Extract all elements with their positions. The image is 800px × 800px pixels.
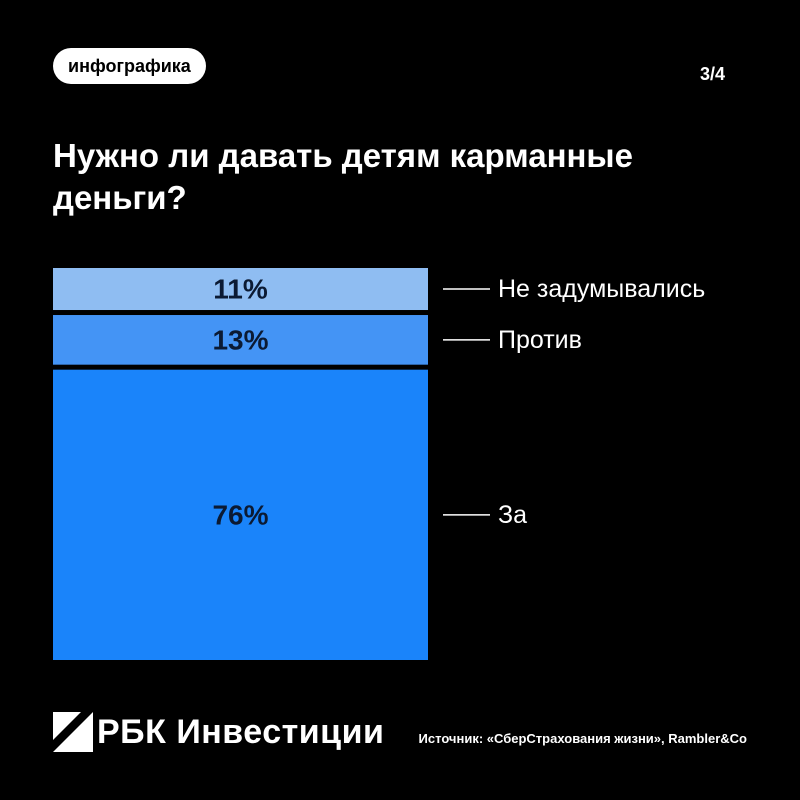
chart-title: Нужно ли давать детям карманные деньги? bbox=[53, 137, 633, 216]
value-label-segment-0: 11% bbox=[213, 274, 268, 305]
value-label-segment-2: 76% bbox=[212, 499, 268, 530]
bar-segment-1 bbox=[53, 315, 428, 365]
category-label-segment-0: Не задумывались bbox=[498, 275, 705, 303]
bar-segment-0 bbox=[53, 268, 428, 311]
brand-name: РБК Инвестиции bbox=[97, 712, 385, 751]
bar-segment-2 bbox=[53, 369, 428, 660]
category-label-segment-2: За bbox=[498, 501, 527, 529]
rbc-logo-icon bbox=[53, 712, 93, 752]
source-note: Источник: «СберСтрахования жизни», Rambl… bbox=[418, 731, 747, 746]
page-indicator: 3/4 bbox=[700, 64, 726, 84]
category-label-segment-1: Против bbox=[498, 326, 582, 354]
brand-logo: РБК Инвестиции bbox=[53, 712, 384, 752]
chart-svg: 11% Не задумывались 13% Против 76% За bbox=[53, 268, 705, 660]
stacked-bar-chart: 11% Не задумывались 13% Против 76% За bbox=[53, 268, 753, 660]
infographic-tag: инфографика bbox=[53, 48, 206, 84]
value-label-segment-1: 13% bbox=[212, 324, 268, 355]
